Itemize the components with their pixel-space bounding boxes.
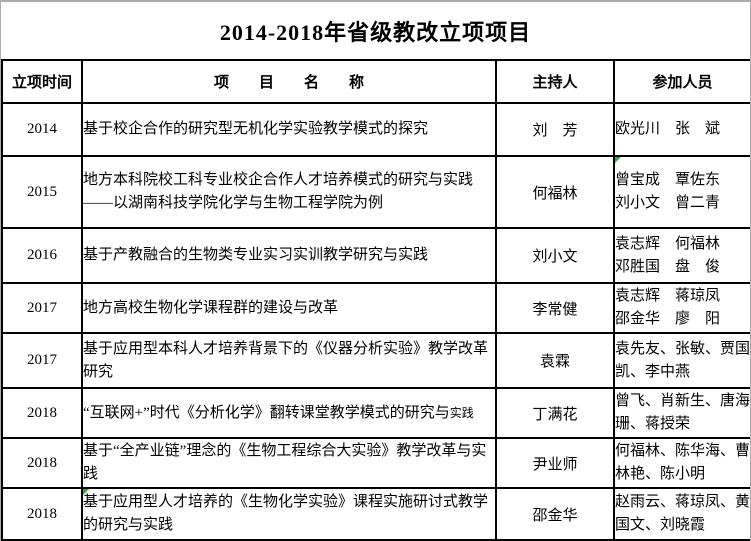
host-cell[interactable]: 刘小文 — [495, 227, 615, 284]
project-cell[interactable]: 地方高校生物化学课程群的建设与改革 — [81, 282, 497, 334]
host-cell[interactable]: 丁满花 — [495, 387, 615, 439]
participants-cell[interactable]: 赵雨云、蒋琼凤、黄国文、刘晓霞 — [613, 487, 750, 541]
project-text: 地方高校生物化学课程群的建设与改革 — [83, 299, 339, 316]
table-row: 2018 “互联网+”时代《分析化学》翻转课堂教学模式的研究与实践 丁满花 曾飞… — [1, 387, 750, 439]
table-row: 2017 地方高校生物化学课程群的建设与改革 李常健 袁志辉 蒋琼凤 邵金华 廖… — [1, 282, 750, 334]
projects-table: 立项时间 项 目 名 称 主持人 参加人员 2014 基于校企合作的研究型无机化… — [1, 59, 750, 541]
project-cell[interactable]: 基于应用型人才培养的《生物化学实验》课程实施研讨式教学的研究与实践 — [81, 487, 497, 541]
project-text: 基于应用型本科人才培养背景下的《仪器分析实验》教学改革研究 — [83, 340, 489, 380]
project-cell[interactable]: 基于应用型本科人才培养背景下的《仪器分析实验》教学改革研究 — [81, 332, 497, 389]
year-cell[interactable]: 2015 — [1, 155, 83, 229]
project-cell[interactable]: “互联网+”时代《分析化学》翻转课堂教学模式的研究与实践 — [81, 387, 497, 439]
col-header-project: 项 目 名 称 — [81, 59, 497, 104]
project-text: 基于校企合作的研究型无机化学实验教学模式的探究 — [83, 121, 429, 137]
year-cell[interactable]: 2014 — [1, 102, 83, 157]
table-row: 2017 基于应用型本科人才培养背景下的《仪器分析实验》教学改革研究 袁霖 袁先… — [1, 332, 750, 389]
year-cell[interactable]: 2018 — [1, 487, 83, 541]
project-text: 基于“全产业链”理念的《生物工程综合大实验》教学改革与实践 — [83, 443, 487, 482]
year-cell[interactable]: 2016 — [1, 227, 83, 284]
year-cell[interactable]: 2017 — [1, 332, 83, 389]
host-cell[interactable]: 袁霖 — [495, 332, 615, 389]
table-row: 2018 基于应用型人才培养的《生物化学实验》课程实施研讨式教学的研究与实践 邵… — [1, 487, 750, 541]
project-text-small: 实践 — [449, 405, 474, 420]
project-text: “互联网+”时代《分析化学》翻转课堂教学模式的研究与 — [83, 404, 450, 421]
participants-cell[interactable]: 欧光川 张 斌 — [613, 102, 750, 157]
project-text: 地方本科院校工科专业校企合作人才培养模式的研究与实践——以湖南科技学院化学与生物… — [83, 172, 474, 211]
col-header-host: 主持人 — [495, 59, 615, 104]
project-cell[interactable]: 基于校企合作的研究型无机化学实验教学模式的探究 — [81, 102, 497, 157]
participants-cell[interactable]: 袁志辉 何福林 邓胜国 盘 俊 — [613, 227, 750, 284]
year-cell[interactable]: 2018 — [1, 387, 83, 439]
project-cell[interactable]: 基于“全产业链”理念的《生物工程综合大实验》教学改革与实践 — [81, 437, 497, 489]
table-row: 2014 基于校企合作的研究型无机化学实验教学模式的探究 刘 芳 欧光川 张 斌 — [1, 102, 750, 157]
table-row: 2018 基于“全产业链”理念的《生物工程综合大实验》教学改革与实践 尹业师 何… — [1, 437, 750, 489]
project-text: 基于产教融合的生物类专业实习实训教学研究与实践 — [83, 247, 429, 263]
table-row: 2016 基于产教融合的生物类专业实习实训教学研究与实践 刘小文 袁志辉 何福林… — [1, 227, 750, 284]
project-text: 基于应用型人才培养的《生物化学实验》课程实施研讨式教学的研究与实践 — [83, 494, 489, 533]
year-cell[interactable]: 2017 — [1, 282, 83, 334]
host-cell[interactable]: 何福林 — [495, 155, 615, 229]
participants-cell[interactable]: 何福林、陈华海、曹林艳、陈小明 — [613, 437, 750, 489]
table-row: 2015 地方本科院校工科专业校企合作人才培养模式的研究与实践——以湖南科技学院… — [1, 155, 750, 229]
host-cell[interactable]: 刘 芳 — [495, 102, 615, 157]
year-cell[interactable]: 2018 — [1, 437, 83, 489]
project-cell[interactable]: 基于产教融合的生物类专业实习实训教学研究与实践 — [81, 227, 497, 284]
project-cell[interactable]: 地方本科院校工科专业校企合作人才培养模式的研究与实践——以湖南科技学院化学与生物… — [81, 155, 497, 229]
participants-cell[interactable]: 袁先友、张敏、贾国凯、李中燕 — [613, 332, 750, 389]
header-row: 立项时间 项 目 名 称 主持人 参加人员 — [1, 59, 750, 104]
host-cell[interactable]: 邵金华 — [495, 487, 615, 541]
host-cell[interactable]: 李常健 — [495, 282, 615, 334]
col-header-time: 立项时间 — [1, 59, 83, 104]
col-header-participants: 参加人员 — [613, 59, 750, 104]
page-title: 2014-2018年省级教改立项项目 — [219, 19, 532, 45]
host-cell[interactable]: 尹业师 — [495, 437, 615, 489]
participants-cell[interactable]: 袁志辉 蒋琼凤 邵金华 廖 阳 — [613, 282, 750, 334]
participants-cell[interactable]: 曾宝成 覃佐东 刘小文 曾二青 — [613, 155, 750, 229]
participants-cell[interactable]: 曾飞、肖新生、唐海珊、蒋授荣 — [613, 387, 750, 439]
